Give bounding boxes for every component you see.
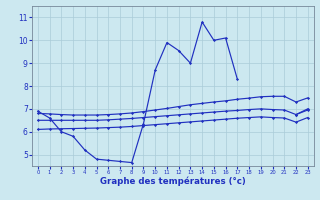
X-axis label: Graphe des températures (°c): Graphe des températures (°c) [100,177,246,186]
